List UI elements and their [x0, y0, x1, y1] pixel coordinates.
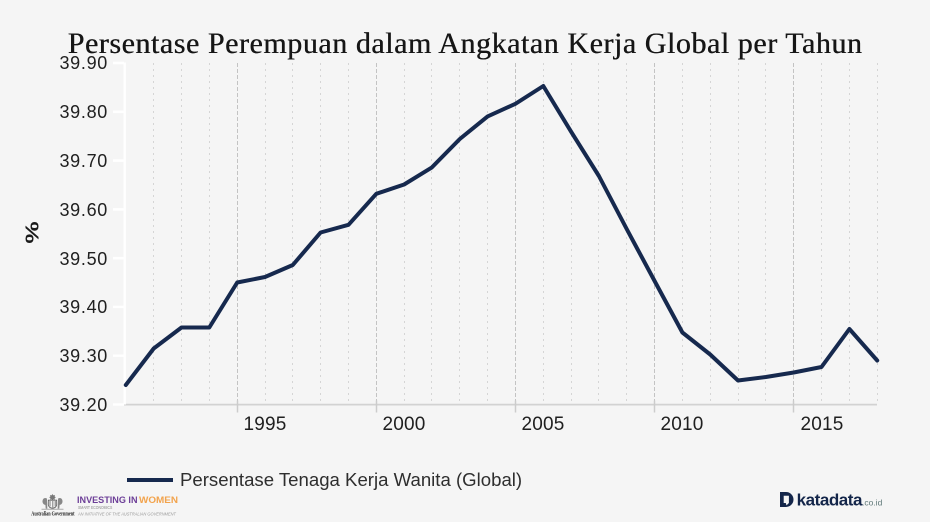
svg-text:SMART ECONOMICS: SMART ECONOMICS: [78, 505, 112, 510]
svg-text:katadata.co.id: katadata.co.id: [797, 491, 883, 510]
svg-text:AN INITIATIVE OF THE AUSTRALIA: AN INITIATIVE OF THE AUSTRALIAN GOVERNME…: [77, 511, 177, 517]
svg-text:Australian Government: Australian Government: [31, 512, 74, 518]
svg-text:INVESTING IN: INVESTING IN: [77, 494, 138, 505]
svg-text:WOMEN: WOMEN: [139, 494, 178, 505]
